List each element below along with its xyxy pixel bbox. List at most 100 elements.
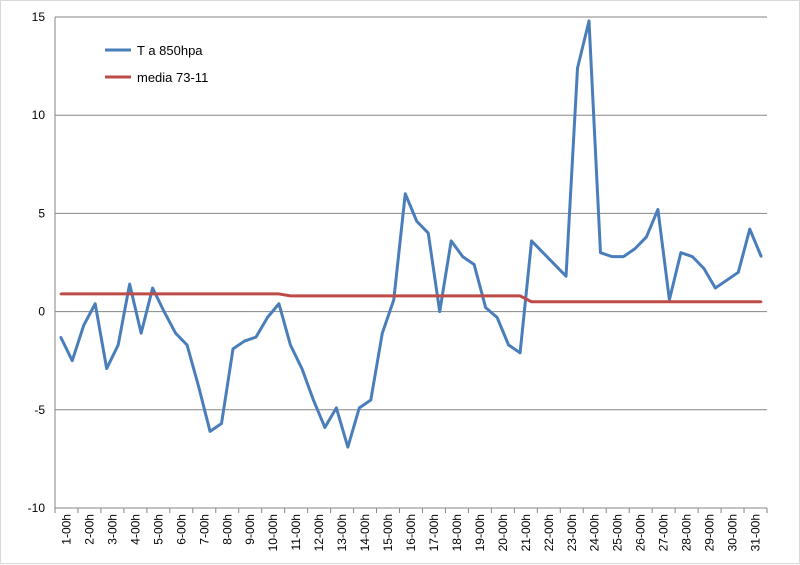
data-point <box>415 220 418 223</box>
x-tick-label: 2-00h <box>82 514 96 545</box>
data-point <box>541 251 545 254</box>
data-point <box>197 292 200 296</box>
x-tick-label: 29-00h <box>703 514 717 551</box>
x-tick-label: 31-00h <box>749 514 763 551</box>
data-point <box>702 267 706 270</box>
x-tick-label: 22-00h <box>542 514 556 551</box>
data-point <box>427 294 430 298</box>
x-tick-label: 6-00h <box>174 514 188 545</box>
data-point <box>323 426 327 429</box>
data-point <box>438 294 441 298</box>
x-tick-label: 30-00h <box>726 514 740 551</box>
data-point <box>151 292 154 296</box>
data-point <box>449 239 453 243</box>
y-tick-label: -10 <box>28 501 46 515</box>
data-point <box>82 292 85 296</box>
x-tick-label: 7-00h <box>197 514 211 545</box>
data-point <box>553 300 556 303</box>
data-point <box>656 300 660 303</box>
x-tick-label: 14-00h <box>358 514 372 551</box>
y-tick-label: 5 <box>38 206 45 220</box>
data-point <box>725 278 729 282</box>
data-point <box>587 300 591 303</box>
data-point <box>507 294 510 298</box>
data-point <box>737 271 740 274</box>
data-point <box>266 316 269 319</box>
data-point <box>358 406 361 410</box>
data-point <box>82 324 85 327</box>
data-point <box>714 286 717 290</box>
data-point <box>300 367 304 370</box>
data-point <box>633 300 637 303</box>
data-point <box>208 430 212 433</box>
data-point <box>128 292 131 296</box>
data-point <box>174 292 177 296</box>
data-point <box>162 310 166 313</box>
data-point <box>427 231 430 235</box>
data-point <box>564 300 568 303</box>
x-tick-label: 5-00h <box>151 514 165 545</box>
data-point <box>312 294 315 298</box>
data-point <box>59 335 62 339</box>
series-line-1 <box>60 292 762 304</box>
data-point <box>484 294 487 298</box>
x-tick-label: 4-00h <box>128 514 142 545</box>
data-point <box>289 294 292 298</box>
x-tick-label: 18-00h <box>450 514 464 551</box>
data-point <box>243 292 246 296</box>
x-tick-label: 13-00h <box>335 514 349 551</box>
data-point <box>622 300 625 303</box>
data-point <box>277 292 281 296</box>
data-point <box>335 406 338 410</box>
data-point <box>312 398 315 402</box>
data-point <box>507 343 510 347</box>
data-point <box>564 275 568 278</box>
data-point <box>381 294 384 298</box>
x-tick-label: 15-00h <box>381 514 395 551</box>
data-point <box>243 339 246 343</box>
data-point <box>323 294 327 298</box>
data-point <box>472 263 476 266</box>
data-point <box>449 294 453 298</box>
data-point <box>679 251 683 254</box>
data-point <box>576 66 579 70</box>
data-point <box>174 332 177 335</box>
legend-entry: media 73-11 <box>137 70 208 85</box>
y-tick-label: 10 <box>32 108 46 122</box>
data-point <box>381 332 384 335</box>
x-tick-label: 23-00h <box>565 514 579 551</box>
x-tick-label: 9-00h <box>243 514 257 545</box>
data-point <box>289 343 292 347</box>
data-point <box>220 422 223 425</box>
data-point <box>610 255 614 258</box>
data-point <box>438 310 441 313</box>
data-point <box>185 343 189 347</box>
legend-entry: T a 850hpa <box>137 43 203 58</box>
data-point <box>530 300 533 303</box>
data-point <box>495 294 499 298</box>
data-point <box>358 294 361 298</box>
data-point <box>254 292 258 296</box>
data-point <box>691 255 694 258</box>
data-point <box>139 332 143 335</box>
data-point <box>760 300 763 303</box>
data-point <box>599 300 602 303</box>
data-point <box>404 192 407 195</box>
data-point <box>748 300 751 303</box>
data-point <box>105 367 108 370</box>
x-tick-label: 1-00h <box>59 514 73 545</box>
y-tick-label: -5 <box>34 403 45 417</box>
data-point <box>208 292 212 296</box>
data-point <box>760 255 763 258</box>
x-tick-label: 21-00h <box>519 514 533 551</box>
data-point <box>645 235 648 239</box>
data-point <box>691 300 694 303</box>
x-tick-label: 26-00h <box>634 514 648 551</box>
data-point <box>679 300 683 303</box>
data-point <box>93 292 97 296</box>
data-point <box>587 19 591 23</box>
data-point <box>518 294 522 298</box>
x-tick-label: 24-00h <box>588 514 602 551</box>
